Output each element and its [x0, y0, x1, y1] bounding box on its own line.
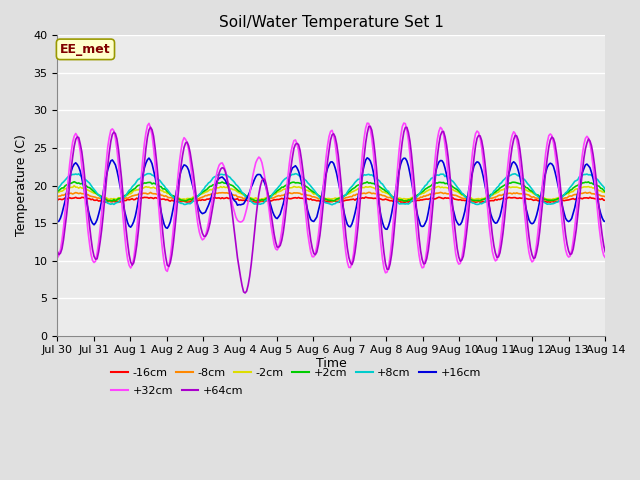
-8cm	[121, 196, 129, 202]
-2cm	[122, 193, 130, 199]
+8cm	[602, 187, 609, 192]
+8cm	[294, 172, 302, 178]
+16cm	[574, 190, 582, 196]
+8cm	[328, 202, 336, 208]
-8cm	[244, 195, 252, 201]
Line: +32cm: +32cm	[58, 123, 605, 273]
+16cm	[217, 175, 225, 180]
-2cm	[574, 186, 582, 192]
Y-axis label: Temperature (C): Temperature (C)	[15, 134, 28, 237]
+32cm	[54, 255, 61, 261]
X-axis label: Time: Time	[316, 357, 347, 370]
Title: Soil/Water Temperature Set 1: Soil/Water Temperature Set 1	[219, 15, 444, 30]
-16cm	[246, 198, 253, 204]
+8cm	[574, 177, 582, 182]
Text: EE_met: EE_met	[60, 43, 111, 56]
Line: +16cm: +16cm	[58, 158, 605, 229]
+64cm	[217, 166, 225, 172]
+8cm	[235, 185, 243, 191]
+32cm	[293, 141, 301, 147]
Line: -2cm: -2cm	[58, 186, 605, 200]
+32cm	[235, 219, 243, 225]
-2cm	[296, 184, 304, 190]
+16cm	[121, 208, 129, 214]
+16cm	[54, 219, 61, 225]
+64cm	[121, 210, 129, 216]
+2cm	[109, 198, 116, 204]
+32cm	[602, 255, 609, 261]
+2cm	[248, 196, 255, 202]
+16cm	[602, 219, 609, 225]
+64cm	[246, 273, 253, 279]
+2cm	[54, 189, 61, 194]
Legend: +32cm, +64cm: +32cm, +64cm	[107, 382, 248, 401]
+32cm	[244, 199, 252, 205]
-8cm	[235, 194, 243, 200]
+2cm	[220, 180, 228, 186]
+64cm	[235, 265, 243, 271]
-2cm	[602, 190, 609, 195]
+32cm	[400, 120, 408, 126]
-8cm	[574, 192, 582, 197]
+8cm	[54, 187, 61, 193]
-8cm	[602, 194, 609, 200]
-2cm	[246, 195, 253, 201]
+2cm	[602, 189, 609, 195]
+16cm	[383, 227, 391, 232]
-8cm	[217, 190, 225, 196]
Line: +2cm: +2cm	[58, 182, 605, 201]
+8cm	[244, 196, 252, 202]
+16cm	[235, 202, 243, 207]
+2cm	[238, 190, 246, 196]
+32cm	[217, 160, 225, 166]
-16cm	[574, 196, 582, 202]
+2cm	[124, 191, 131, 197]
Line: -16cm: -16cm	[58, 197, 605, 203]
+2cm	[296, 180, 304, 186]
+32cm	[574, 194, 582, 200]
+32cm	[381, 270, 389, 276]
-16cm	[602, 197, 609, 203]
-8cm	[476, 198, 484, 204]
+64cm	[367, 123, 374, 129]
-8cm	[54, 194, 61, 200]
-2cm	[54, 190, 61, 195]
+64cm	[241, 290, 249, 296]
+64cm	[602, 249, 609, 255]
+16cm	[364, 155, 371, 161]
+16cm	[293, 165, 301, 171]
-16cm	[122, 198, 130, 204]
+8cm	[292, 171, 300, 177]
+64cm	[54, 249, 61, 254]
-16cm	[237, 197, 244, 203]
+32cm	[121, 231, 129, 237]
+8cm	[217, 171, 225, 177]
Line: +8cm: +8cm	[58, 174, 605, 205]
-16cm	[54, 197, 61, 203]
Line: -8cm: -8cm	[58, 192, 605, 201]
-2cm	[218, 185, 226, 191]
+2cm	[574, 182, 582, 188]
+64cm	[294, 142, 302, 147]
-8cm	[293, 190, 301, 196]
+16cm	[244, 192, 252, 198]
Line: +64cm: +64cm	[58, 126, 605, 293]
+2cm	[70, 179, 78, 185]
-16cm	[101, 200, 109, 205]
-8cm	[365, 190, 372, 195]
-16cm	[294, 194, 302, 200]
-2cm	[257, 197, 264, 203]
+64cm	[574, 212, 582, 218]
-2cm	[237, 191, 244, 196]
-2cm	[70, 183, 78, 189]
-16cm	[362, 194, 369, 200]
-16cm	[218, 195, 226, 201]
+8cm	[121, 194, 129, 200]
